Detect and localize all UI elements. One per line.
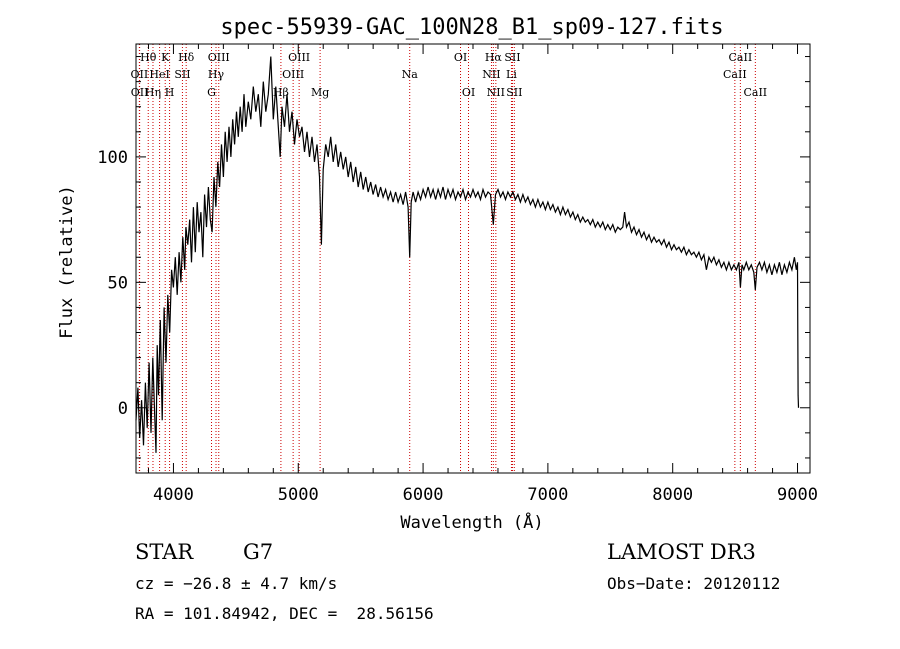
spectral-line-label: G — [207, 86, 216, 99]
spectral-line-label: SII — [504, 51, 520, 64]
spectral-line-label: SII — [174, 68, 190, 81]
spectral-line-label: Li — [506, 68, 517, 81]
observation-date: Obs−Date: 20120112 — [607, 574, 781, 593]
y-axis-ticks: 0 50 100 — [97, 56, 810, 459]
spectral-line-label: OII — [131, 86, 149, 99]
chart-title: spec-55939-GAC_100N28_B1_sp09-127.fits — [220, 15, 723, 40]
spectral-line-label: Mg — [311, 86, 329, 99]
redshift-cz: cz = −26.8 ± 4.7 km/s — [135, 574, 338, 593]
spectral-line-label: Hα — [485, 51, 503, 64]
x-tick-label: 8000 — [652, 485, 693, 505]
survey-name: LAMOST DR3 — [607, 540, 756, 564]
spectral-line-label: H — [165, 86, 175, 99]
spectral-line-label: Na — [402, 68, 419, 81]
spectral-line-label: Hθ — [140, 51, 157, 64]
x-tick-label: 6000 — [403, 485, 444, 505]
spectral-line-label: NII — [482, 68, 500, 81]
ra-dec-coordinates: RA = 101.84942, DEC = 28.56156 — [135, 604, 434, 623]
spectral-line-label: CaII — [729, 51, 753, 64]
y-tick-label: 50 — [108, 273, 128, 293]
x-axis-label: Wavelength (Å) — [400, 511, 543, 533]
x-tick-label: 4000 — [153, 485, 194, 505]
spectral-line-label: CaII — [743, 86, 767, 99]
spectrum-line — [135, 56, 800, 453]
spectral-line-label: OI — [462, 86, 475, 99]
spectral-line-label: OIII — [288, 51, 310, 64]
spectral-line-label: OIII — [208, 51, 230, 64]
spectral-line-label: HeI — [149, 68, 169, 81]
spectral-line-label: OII — [131, 68, 149, 81]
x-tick-label: 5000 — [278, 485, 319, 505]
spectral-line-label: K — [161, 51, 170, 64]
x-tick-label: 7000 — [527, 485, 568, 505]
x-axis-ticks: 4000 5000 6000 7000 8000 9000 — [147, 44, 818, 505]
object-class: STAR — [135, 540, 194, 564]
spectral-line-label: OI — [454, 51, 467, 64]
y-axis-label: Flux (relative) — [57, 185, 77, 339]
spectral-line-label: Hη — [145, 86, 161, 99]
spectral-line-label: Hγ — [208, 68, 225, 81]
y-tick-label: 0 — [118, 399, 128, 419]
object-subclass: G7 — [243, 540, 274, 564]
spectral-line-markers — [138, 44, 756, 473]
x-tick-label: 9000 — [777, 485, 818, 505]
spectral-line-label: Hδ — [178, 51, 195, 64]
spectral-line-label: NII — [487, 86, 505, 99]
spectral-line-label: OIII — [282, 68, 304, 81]
spectral-line-label: SII — [506, 86, 522, 99]
spectral-line-label: CaII — [723, 68, 747, 81]
y-tick-label: 100 — [97, 148, 128, 168]
